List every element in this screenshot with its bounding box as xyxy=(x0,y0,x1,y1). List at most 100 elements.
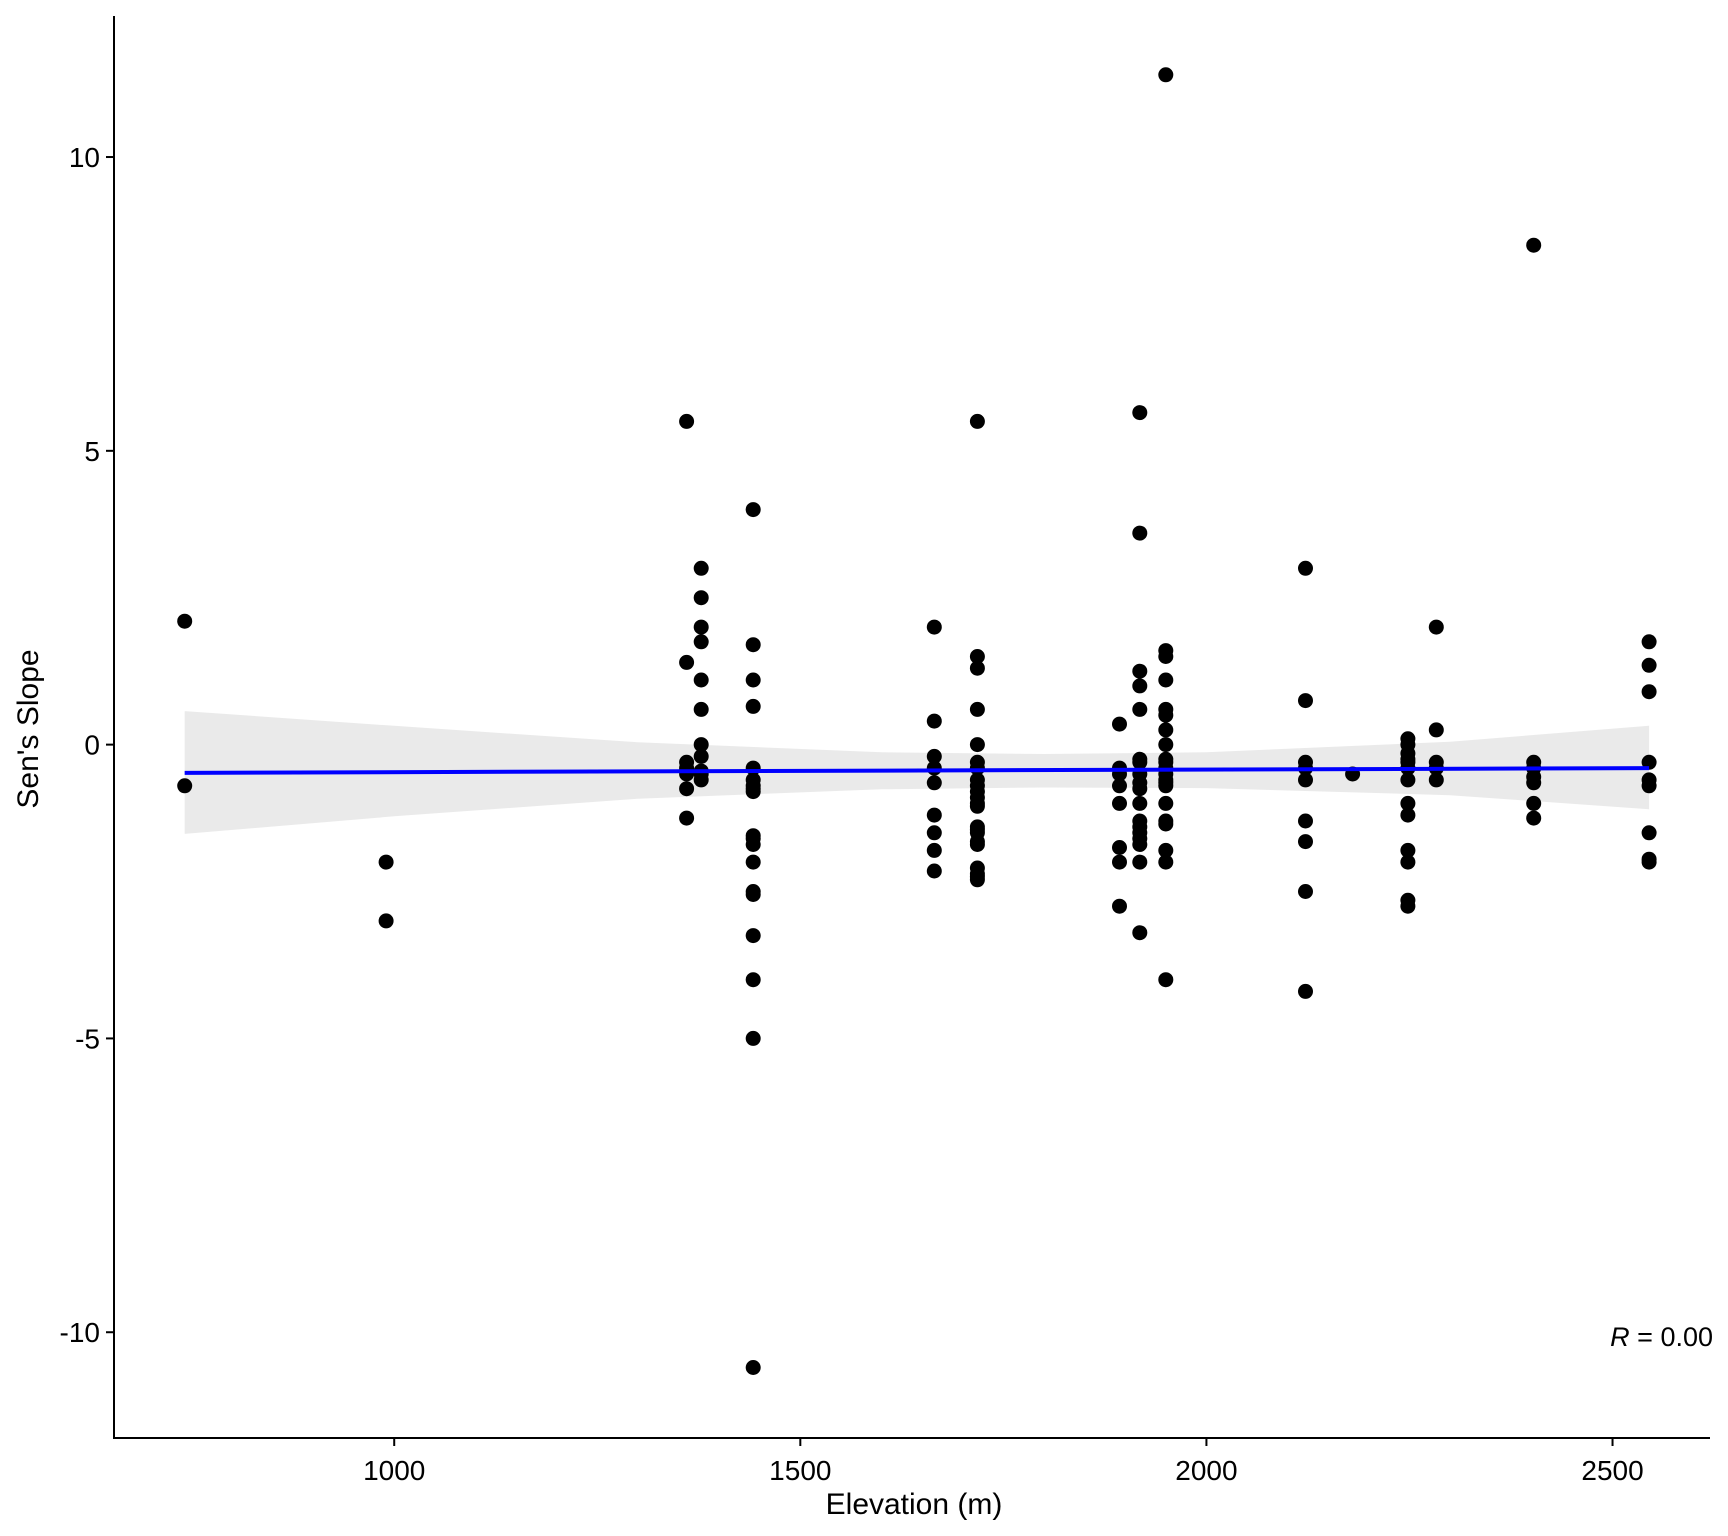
data-point xyxy=(1132,678,1148,694)
y-tick-label: 10 xyxy=(69,142,100,173)
data-point xyxy=(1298,813,1313,829)
data-point xyxy=(1298,560,1313,576)
data-point xyxy=(1112,854,1127,870)
data-point xyxy=(1158,795,1174,811)
x-axis-title: Elevation (m) xyxy=(826,1488,1003,1521)
data-point xyxy=(745,698,761,714)
data-point xyxy=(745,1360,761,1375)
data-point xyxy=(1641,634,1657,650)
data-point xyxy=(693,701,709,717)
data-point xyxy=(378,913,394,929)
data-point xyxy=(1158,672,1174,688)
data-point xyxy=(745,854,761,870)
data-point xyxy=(1158,816,1174,832)
data-point xyxy=(745,837,761,852)
data-point xyxy=(1112,840,1127,855)
data-point xyxy=(926,807,942,823)
data-point xyxy=(1298,983,1313,999)
data-point xyxy=(693,590,709,606)
y-axis-title: Sen's Slope xyxy=(12,649,45,808)
data-point xyxy=(679,413,695,429)
data-point xyxy=(1112,795,1127,811)
data-point xyxy=(1641,854,1657,870)
data-point xyxy=(926,863,942,879)
fit-line-layer xyxy=(184,766,1650,775)
data-point xyxy=(969,737,985,753)
data-point xyxy=(1112,778,1127,794)
data-point xyxy=(1158,854,1174,870)
data-point xyxy=(1400,795,1416,811)
data-point xyxy=(1158,67,1174,83)
data-point xyxy=(693,737,709,753)
data-point xyxy=(1641,657,1657,673)
data-point xyxy=(693,560,709,576)
data-point xyxy=(1641,825,1657,841)
data-point xyxy=(1526,775,1542,791)
data-point xyxy=(1132,854,1148,870)
x-tick-label: 2000 xyxy=(1175,1455,1237,1486)
data-point xyxy=(926,713,942,729)
data-point xyxy=(1158,972,1174,988)
data-point xyxy=(969,822,985,838)
data-point xyxy=(1158,775,1174,791)
data-point xyxy=(679,766,695,782)
data-point xyxy=(1526,237,1542,253)
y-tick-label: 5 xyxy=(84,436,100,467)
data-point xyxy=(1132,837,1148,852)
data-point xyxy=(969,413,985,429)
data-point xyxy=(926,748,942,764)
data-point xyxy=(679,781,695,797)
data-point xyxy=(745,928,761,944)
data-point xyxy=(969,872,985,888)
data-point xyxy=(1132,663,1148,679)
data-point xyxy=(378,854,394,870)
data-point xyxy=(1400,854,1416,870)
points-layer xyxy=(177,67,1657,1375)
data-point xyxy=(693,672,709,688)
data-point xyxy=(969,660,985,676)
data-point xyxy=(1132,525,1148,541)
data-point xyxy=(679,810,695,826)
data-point xyxy=(745,502,761,518)
y-tick-label: -5 xyxy=(75,1023,100,1054)
data-point xyxy=(1428,619,1444,635)
data-point xyxy=(1641,684,1657,700)
x-tick-label: 1000 xyxy=(363,1455,425,1486)
data-point xyxy=(745,672,761,688)
data-point xyxy=(926,775,942,791)
data-point xyxy=(1400,807,1416,823)
data-point xyxy=(1428,772,1444,788)
confidence-band xyxy=(184,711,1650,834)
axes-layer: 1000 1500 2000 2500 -10 -5 0 5 10 xyxy=(60,16,1710,1486)
data-point xyxy=(1132,781,1148,797)
data-point xyxy=(745,1030,761,1046)
data-point xyxy=(1298,834,1313,850)
data-point xyxy=(926,760,942,776)
correlation-value: = 0.00 xyxy=(1630,1322,1713,1352)
data-point xyxy=(1132,925,1148,941)
data-point xyxy=(1400,842,1416,858)
data-point xyxy=(1641,754,1657,770)
correlation-symbol: R xyxy=(1610,1322,1630,1352)
data-point xyxy=(969,701,985,717)
data-point xyxy=(969,837,985,852)
data-point xyxy=(1112,898,1127,914)
data-point xyxy=(745,972,761,988)
data-point xyxy=(1158,722,1174,738)
data-point xyxy=(1400,898,1416,914)
data-point xyxy=(1428,722,1444,738)
data-point xyxy=(1400,754,1416,770)
data-point xyxy=(693,772,709,788)
data-point xyxy=(926,825,942,841)
data-point xyxy=(1526,795,1542,811)
fit-line xyxy=(184,766,1650,775)
y-tick-label: -10 xyxy=(60,1317,100,1348)
data-point xyxy=(177,778,193,794)
data-point xyxy=(1298,693,1313,709)
x-tick-label: 2500 xyxy=(1581,1455,1643,1486)
data-point xyxy=(693,748,709,764)
x-tick-label: 1500 xyxy=(769,1455,831,1486)
data-point xyxy=(745,887,761,902)
data-point xyxy=(1298,884,1313,899)
